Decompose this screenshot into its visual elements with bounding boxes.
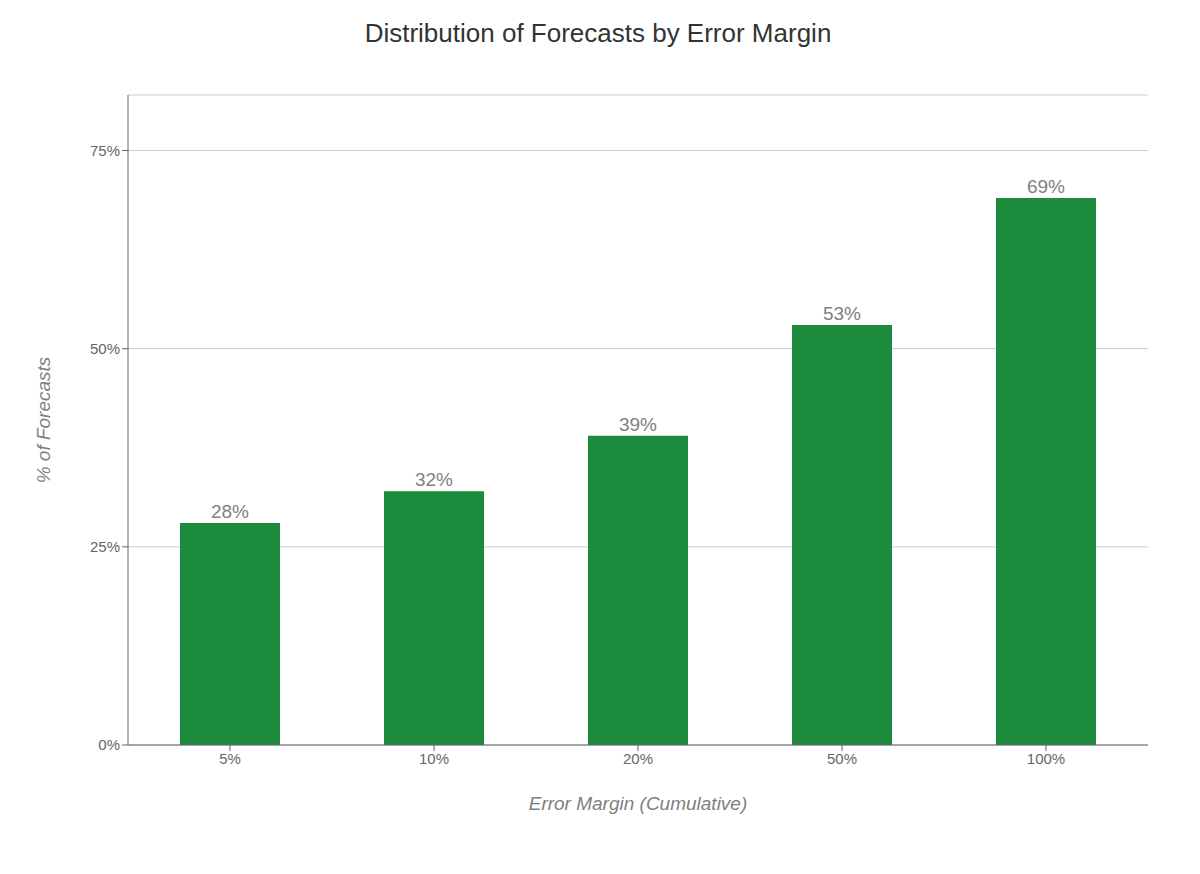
svg-text:53%: 53% <box>823 303 861 324</box>
svg-text:28%: 28% <box>211 501 249 522</box>
html-text:Distribution of Forecasts by E: Distribution of Forecasts by Error Margi… <box>364 18 832 48</box>
svg-text:69%: 69% <box>1027 176 1065 197</box>
svg-text:32%: 32% <box>415 469 453 490</box>
svg-text:100%: 100% <box>1027 750 1065 767</box>
svg-text:5%: 5% <box>219 750 241 767</box>
svg-text:10%: 10% <box>419 750 449 767</box>
svg-text:20%: 20% <box>623 750 653 767</box>
svg-text:Error Margin (Cumulative): Error Margin (Cumulative) <box>529 793 748 814</box>
svg-text:0%: 0% <box>98 736 120 753</box>
svg-text:39%: 39% <box>619 414 657 435</box>
svg-text:75%: 75% <box>90 142 120 159</box>
svg-text:25%: 25% <box>90 538 120 555</box>
svg-text:50%: 50% <box>90 340 120 357</box>
svg-text:% of Forecasts: % of Forecasts <box>33 356 54 483</box>
svg-text:50%: 50% <box>827 750 857 767</box>
